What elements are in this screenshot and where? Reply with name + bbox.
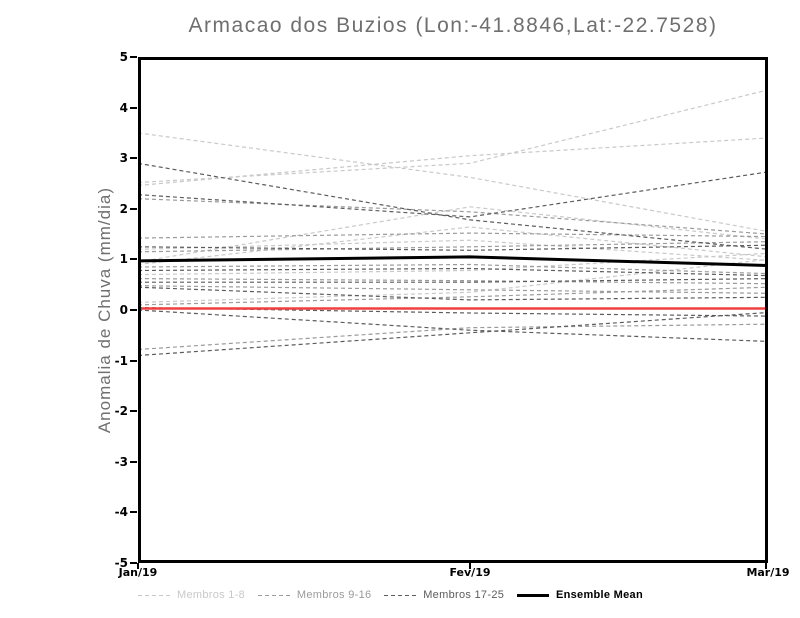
member-line bbox=[138, 226, 768, 266]
x-tick-label-mar: Mar/19 bbox=[746, 566, 790, 579]
legend-label: Membros 9-16 bbox=[296, 589, 372, 601]
member-line bbox=[138, 206, 768, 263]
member-line bbox=[138, 137, 768, 187]
member-line bbox=[138, 286, 768, 301]
member-line bbox=[138, 263, 768, 275]
y-tick bbox=[130, 309, 137, 311]
member-line bbox=[138, 285, 768, 294]
y-tick-label: -5 bbox=[114, 556, 128, 570]
legend-label: Membros 17-25 bbox=[423, 589, 505, 601]
dashed-line-swatch bbox=[257, 594, 290, 596]
member-line bbox=[138, 244, 768, 251]
dashed-line-swatch bbox=[138, 594, 170, 596]
x-tick-mar bbox=[765, 563, 767, 569]
x-tick-jan bbox=[137, 563, 139, 569]
member-line bbox=[138, 278, 768, 283]
solid-line-swatch bbox=[516, 593, 549, 597]
member-line bbox=[138, 306, 768, 317]
member-line bbox=[138, 267, 768, 277]
member-line bbox=[138, 252, 768, 276]
member-line bbox=[138, 89, 768, 184]
x-tick-fev bbox=[469, 563, 471, 569]
member-line bbox=[138, 232, 768, 239]
ensemble-mean-line bbox=[138, 255, 768, 267]
y-tick-label: 2 bbox=[119, 201, 128, 216]
x-tick-label-jan: Jan/19 bbox=[118, 566, 158, 579]
member-line bbox=[138, 258, 768, 303]
legend-item-members-1-8: Membros 1-8 bbox=[138, 589, 245, 601]
member-line bbox=[138, 198, 768, 235]
legend-label: Membros 1-8 bbox=[177, 589, 246, 601]
member-line bbox=[138, 309, 768, 342]
y-tick-label: 4 bbox=[119, 100, 128, 115]
y-tick-label: -2 bbox=[114, 404, 128, 419]
member-line bbox=[138, 286, 768, 306]
y-tick-label: -3 bbox=[114, 454, 128, 469]
y-tick-label: 1 bbox=[119, 252, 128, 267]
member-line bbox=[138, 239, 768, 261]
y-tick bbox=[130, 511, 137, 514]
member-line bbox=[138, 162, 768, 250]
y-tick-label: -4 bbox=[114, 505, 128, 520]
plot-frame bbox=[138, 57, 768, 563]
y-tick-label: 0 bbox=[119, 303, 128, 317]
y-tick bbox=[130, 562, 137, 564]
legend-item-members-17-25: Membros 17-25 bbox=[384, 589, 504, 601]
member-line bbox=[138, 132, 768, 233]
x-tick-label-fev: Fev/19 bbox=[449, 566, 491, 579]
y-tick bbox=[130, 157, 137, 160]
legend-item-ensemble-mean: Ensemble Mean bbox=[516, 589, 643, 601]
legend-label: Ensemble Mean bbox=[555, 589, 643, 601]
y-tick bbox=[130, 56, 137, 58]
member-line bbox=[138, 278, 768, 285]
member-line bbox=[138, 241, 768, 253]
y-tick bbox=[130, 359, 137, 362]
chart-title: Armacao dos Buzios (Lon:-41.8846,Lat:-22… bbox=[188, 14, 718, 37]
legend: Membros 1-8 Membros 9-16 Membros 17-25 E… bbox=[138, 589, 643, 601]
member-line bbox=[138, 311, 768, 357]
y-tick-label: 3 bbox=[119, 151, 128, 166]
dashed-line-swatch bbox=[384, 594, 417, 596]
y-tick bbox=[130, 258, 137, 261]
member-line bbox=[138, 323, 768, 351]
legend-item-members-9-16: Membros 9-16 bbox=[257, 589, 372, 601]
plot-area bbox=[138, 57, 768, 563]
y-tick-label: 5 bbox=[119, 50, 128, 64]
y-tick bbox=[130, 410, 137, 413]
y-tick bbox=[130, 207, 137, 210]
y-tick-label: -1 bbox=[114, 353, 128, 368]
y-tick bbox=[130, 460, 137, 463]
member-line bbox=[138, 171, 768, 218]
y-tick bbox=[130, 106, 137, 109]
